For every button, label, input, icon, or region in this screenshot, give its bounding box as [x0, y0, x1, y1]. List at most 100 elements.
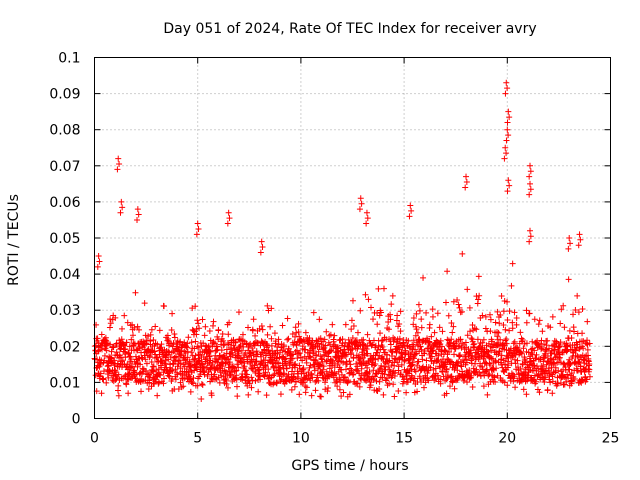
roti-point [512, 384, 518, 390]
roti-peak-point [528, 186, 534, 192]
roti-peak-point [526, 192, 532, 198]
roti-point [265, 332, 271, 338]
roti-point [188, 389, 194, 395]
roti-point [93, 322, 99, 328]
roti-peak-point [501, 156, 507, 162]
roti-point [292, 384, 298, 390]
roti-peak-point [96, 253, 102, 259]
roti-point [210, 323, 216, 329]
roti-peak-point [464, 179, 470, 185]
roti-point [362, 292, 368, 298]
x-tick-label: 0 [90, 431, 99, 447]
roti-point [524, 320, 530, 326]
roti-point [225, 385, 231, 391]
roti-peak-point [566, 235, 572, 241]
roti-point [421, 385, 427, 391]
roti-point [169, 327, 175, 333]
roti-point [236, 309, 242, 315]
roti-point [156, 379, 162, 385]
roti-point [475, 336, 481, 342]
roti-point [325, 385, 331, 391]
roti-peak-point [577, 237, 583, 243]
roti-point [446, 313, 452, 319]
roti-peak-point [527, 181, 533, 187]
roti-point [234, 393, 240, 399]
roti-point [374, 321, 380, 327]
y-tick-label: 0.07 [49, 159, 80, 175]
roti-point [569, 335, 575, 341]
roti-point [100, 376, 106, 382]
roti-chart: Day 051 of 2024, Rate Of TEC Index for r… [0, 0, 640, 480]
roti-point [157, 327, 163, 333]
roti-point [508, 283, 514, 289]
roti-peak-point [358, 195, 364, 201]
roti-point [536, 321, 542, 327]
roti-point [566, 276, 572, 282]
roti-point [507, 308, 513, 314]
roti-point [357, 308, 363, 314]
roti-peak-point [504, 85, 510, 91]
roti-point [289, 387, 295, 393]
roti-point [245, 392, 251, 398]
roti-point [234, 384, 240, 390]
roti-point [579, 330, 585, 336]
roti-peak-point [357, 206, 363, 212]
roti-point [539, 328, 545, 334]
roti-point [211, 319, 217, 325]
roti-point [375, 286, 381, 292]
roti-point [285, 336, 291, 342]
roti-point [388, 301, 394, 307]
x-axis-label: GPS time / hours [291, 458, 408, 474]
roti-point [260, 327, 266, 333]
roti-peak-point [463, 174, 469, 180]
roti-point [523, 391, 529, 397]
roti-peak-point [577, 231, 583, 237]
roti-peak-point [115, 156, 121, 162]
roti-point [377, 379, 383, 385]
roti-point [328, 332, 334, 338]
roti-point [202, 324, 208, 330]
roti-point [567, 328, 573, 334]
roti-point [350, 298, 356, 304]
y-axis-label: ROTI / TECUs [6, 194, 22, 286]
roti-point [493, 320, 499, 326]
roti-point [351, 355, 357, 361]
roti-peak-point [116, 161, 122, 167]
roti-peak-point [135, 206, 141, 212]
roti-peak-point [196, 226, 202, 232]
x-tick-label: 10 [292, 431, 310, 447]
roti-peak-point [118, 210, 124, 216]
roti-point [443, 300, 449, 306]
roti-point [488, 317, 494, 323]
x-tick-label: 20 [498, 431, 516, 447]
roti-point [251, 316, 257, 322]
y-tick-label: 0.06 [49, 195, 80, 211]
roti-point [547, 379, 553, 385]
roti-peak-point [503, 150, 509, 156]
roti-point [194, 317, 200, 323]
roti-point [521, 386, 527, 392]
roti-point [544, 338, 550, 344]
roti-point [146, 386, 152, 392]
roti-point [285, 316, 291, 322]
roti-point [281, 370, 287, 376]
roti-point [580, 306, 586, 312]
roti-point [116, 393, 122, 399]
roti-peak-point [502, 91, 508, 97]
roti-point [449, 330, 455, 336]
roti-peak-point [576, 242, 582, 248]
roti-point [284, 337, 290, 343]
roti-point [343, 366, 349, 372]
roti-point [264, 392, 270, 398]
roti-point [417, 308, 423, 314]
roti-peak-point [226, 210, 232, 216]
roti-peak-point [527, 163, 533, 169]
roti-point [149, 327, 155, 333]
roti-point [188, 349, 194, 355]
roti-point [115, 383, 121, 389]
roti-peak-point [503, 138, 509, 144]
roti-point [278, 391, 284, 397]
roti-point [456, 353, 462, 359]
roti-point [430, 306, 436, 312]
roti-point [119, 326, 125, 332]
